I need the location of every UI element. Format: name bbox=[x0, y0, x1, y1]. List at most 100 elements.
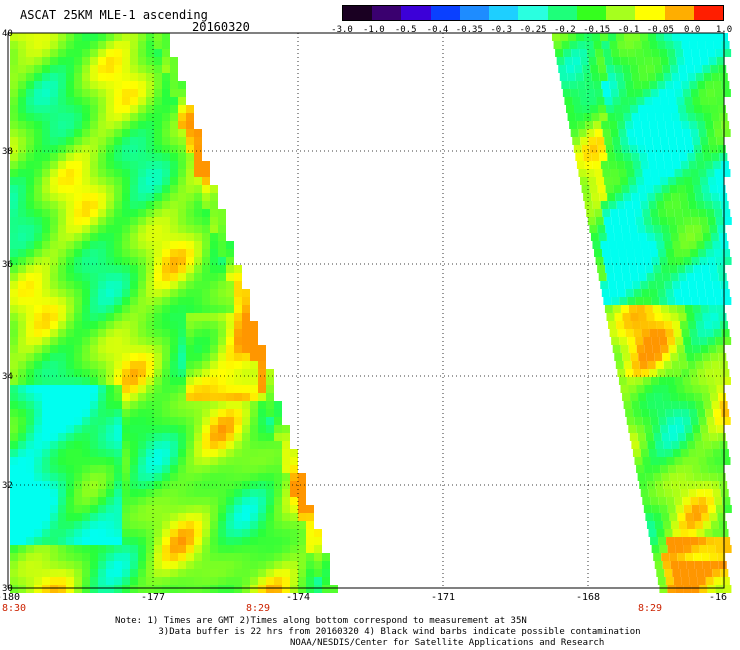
swath-cell bbox=[250, 369, 258, 377]
swath-cell bbox=[122, 329, 130, 337]
swath-cell bbox=[186, 481, 194, 489]
swath-cell bbox=[178, 81, 186, 89]
swath-cell bbox=[643, 337, 652, 345]
swath-cell bbox=[34, 585, 42, 593]
swath-cell bbox=[701, 473, 710, 481]
swath-cell bbox=[98, 329, 106, 337]
swath-cell bbox=[162, 153, 170, 161]
swath-cell bbox=[98, 177, 106, 185]
swath-cell bbox=[98, 393, 106, 401]
swath-cell bbox=[26, 233, 34, 241]
swath-cell bbox=[641, 41, 650, 49]
swath-cell bbox=[632, 321, 641, 329]
swath-cell bbox=[90, 545, 98, 553]
swath-cell bbox=[114, 489, 122, 497]
swath-cell bbox=[194, 265, 202, 273]
swath-cell bbox=[194, 409, 202, 417]
swath-cell bbox=[628, 425, 637, 433]
swath-cell bbox=[26, 401, 34, 409]
swath-cell bbox=[624, 321, 633, 329]
swath-cell bbox=[34, 569, 42, 577]
swath-cell bbox=[622, 273, 631, 281]
swath-cell bbox=[194, 489, 202, 497]
swath-cell bbox=[194, 145, 202, 153]
swath-cell bbox=[234, 281, 242, 289]
swath-cell bbox=[146, 113, 154, 121]
swath-cell bbox=[50, 393, 58, 401]
swath-cell bbox=[146, 185, 154, 193]
swath-cell bbox=[716, 57, 725, 65]
swath-cell bbox=[130, 569, 138, 577]
swath-cell bbox=[130, 105, 138, 113]
swath-cell bbox=[82, 273, 90, 281]
swath-cell bbox=[114, 57, 122, 65]
swath-cell bbox=[605, 225, 614, 233]
swath-cell bbox=[638, 65, 647, 73]
swath-cell bbox=[146, 65, 154, 73]
swath-cell bbox=[74, 577, 82, 585]
swath-cell bbox=[58, 153, 66, 161]
swath-cell bbox=[680, 281, 689, 289]
swath-cell bbox=[695, 73, 704, 81]
swath-cell bbox=[705, 121, 714, 129]
swath-cell bbox=[218, 449, 226, 457]
swath-cell bbox=[658, 249, 667, 257]
swath-cell bbox=[226, 313, 234, 321]
swath-cell bbox=[610, 249, 619, 257]
swath-cell bbox=[154, 321, 162, 329]
swath-cell bbox=[202, 249, 210, 257]
swath-cell bbox=[10, 321, 18, 329]
swath-cell bbox=[250, 417, 258, 425]
swath-cell bbox=[58, 521, 66, 529]
swath-cell bbox=[186, 297, 194, 305]
swath-cell bbox=[657, 409, 666, 417]
swath-cell bbox=[98, 489, 106, 497]
swath-cell bbox=[663, 153, 672, 161]
swath-cell bbox=[162, 121, 170, 129]
swath-cell bbox=[666, 169, 675, 177]
swath-cell bbox=[591, 113, 600, 121]
swath-cell bbox=[298, 577, 306, 585]
swath-cell bbox=[210, 409, 218, 417]
swath-cell bbox=[234, 585, 242, 593]
swath-cell bbox=[589, 185, 598, 193]
swath-cell bbox=[575, 153, 584, 161]
swath-cell bbox=[34, 217, 42, 225]
swath-cell bbox=[26, 41, 34, 49]
swath-cell bbox=[26, 465, 34, 473]
swath-cell bbox=[26, 337, 34, 345]
swath-cell bbox=[162, 545, 170, 553]
swath-cell bbox=[266, 441, 274, 449]
swath-cell bbox=[656, 321, 665, 329]
swath-cell bbox=[66, 505, 74, 513]
swath-cell bbox=[130, 209, 138, 217]
swath-cell bbox=[266, 545, 274, 553]
swath-cell bbox=[282, 577, 290, 585]
swath-cell bbox=[580, 57, 589, 65]
swath-cell bbox=[593, 41, 602, 49]
swath-cell bbox=[170, 585, 178, 593]
swath-cell bbox=[50, 513, 58, 521]
product-title: ASCAT 25KM MLE-1 ascending bbox=[20, 8, 208, 22]
swath-cell bbox=[66, 449, 74, 457]
swath-cell bbox=[146, 81, 154, 89]
swath-cell bbox=[282, 521, 290, 529]
swath-cell bbox=[146, 297, 154, 305]
swath-cell bbox=[218, 425, 226, 433]
swath-cell bbox=[706, 129, 715, 137]
swath-cell bbox=[106, 361, 114, 369]
swath-cell bbox=[74, 97, 82, 105]
swath-cell bbox=[18, 113, 26, 121]
swath-cell bbox=[90, 257, 98, 265]
swath-cell bbox=[584, 161, 593, 169]
swath-cell bbox=[42, 81, 50, 89]
lat-tick-label: 36 bbox=[2, 260, 13, 270]
swath-cell bbox=[50, 57, 58, 65]
swath-cell bbox=[619, 217, 628, 225]
swath-cell bbox=[66, 177, 74, 185]
swath-cell bbox=[82, 329, 90, 337]
swath-cell bbox=[98, 273, 106, 281]
swath-cell bbox=[242, 297, 250, 305]
swath-cell bbox=[194, 369, 202, 377]
swath-cell bbox=[82, 281, 90, 289]
